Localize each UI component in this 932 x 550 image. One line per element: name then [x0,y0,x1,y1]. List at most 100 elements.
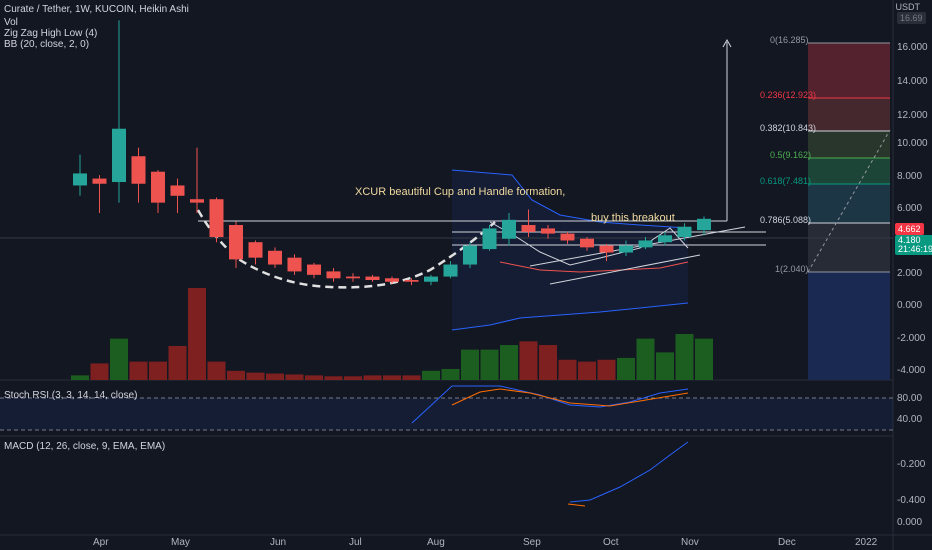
candle-body [287,257,302,272]
candle-body [346,276,360,279]
volume-bar [636,338,655,380]
current-price-tag: 4.180 21:46:19 [895,235,932,255]
candle-body [131,156,146,184]
candle-body [560,233,575,241]
legend-bb[interactable]: BB (20, close, 2, 0) [4,39,90,50]
volume-bar [324,376,343,380]
volume-bar [597,359,616,380]
macd-tick: -0.400 [897,495,926,506]
zigzag-line [489,221,689,266]
volume-bar [344,376,362,380]
price-tick: 8.000 [897,171,923,182]
candle-body [170,185,185,196]
volume-bar [422,370,440,380]
volume-bar [90,363,109,380]
volume-bar [578,361,596,380]
price-tick: 2.000 [897,268,923,279]
volume-bar [402,375,421,380]
volume-bar [129,361,148,380]
candle-body [424,276,438,282]
price-tick: 12.000 [897,110,928,121]
volume-bar [110,338,128,380]
last-price-tag: 4.662 [895,223,924,235]
candle-body [151,171,165,203]
candle-body [112,128,126,183]
time-tick: Nov [681,537,699,548]
fib-label-0618: 0.618(7.481) [760,176,812,186]
volume-bar [656,352,674,380]
time-tick: Apr [93,537,109,548]
price-tick: 14.000 [897,76,928,87]
cup-curve [196,209,496,289]
legend-vol[interactable]: Vol [4,17,18,28]
price-tick: 10.000 [897,138,928,149]
volume-bar [207,361,226,380]
countdown: 21:46:19 [898,244,932,254]
stoch-title[interactable]: Stoch RSI (3, 3, 14, 14, close) [4,390,138,401]
cup-annotation[interactable]: XCUR beautiful Cup and Handle formation, [355,186,566,198]
fib-label-0: 0(16.285) [770,35,809,45]
time-tick: May [171,537,190,548]
macd-tick: -0.200 [897,459,926,470]
candle-body [677,226,692,238]
candle-body [190,199,204,203]
top-price-tag: 16.69 [897,12,926,24]
candle-body [521,224,536,232]
candle-body [599,245,614,253]
price-tick: 16.000 [897,42,928,53]
candle-body [248,242,263,258]
chart-title: Curate / Tether, 1W, KUCOIN, Heikin Ashi [4,4,189,15]
volume-bar [617,357,635,380]
candle-body [502,219,516,239]
volume-bar [519,341,538,380]
breakout-annotation[interactable]: buy this breakout [591,212,675,224]
volume-bar [539,345,557,380]
candle-body [404,280,419,282]
candle-body [463,245,477,265]
fib-retracement[interactable] [807,42,891,380]
volume-bar [168,345,187,380]
candle-body [385,278,399,282]
volume-bar [480,349,499,380]
volume-bar [441,368,460,380]
stoch-k-line [411,385,689,424]
time-tick: Jul [349,537,362,548]
candle-body [482,228,497,250]
fib-label-05: 0.5(9.162) [770,150,812,160]
volume-bar [383,375,401,380]
volume-bar [246,372,265,380]
candle-body [443,264,458,277]
volume-bar [461,349,479,380]
candle-body [307,264,321,275]
volume-bar [363,375,382,380]
stoch-tick: 80.00 [897,393,923,404]
fib-label-0236: 0.236(12.923) [760,90,817,100]
candle-body [326,271,341,279]
legend-zigzag[interactable]: Zig Zag High Low (4) [4,28,98,39]
candle-body [697,218,711,231]
price-tick: 0.000 [897,300,923,311]
price-tick: -2.000 [897,333,926,344]
volume-bar [285,374,304,380]
volume-bar [227,370,245,380]
stoch-tick: 40.00 [897,414,923,425]
price-tick: -4.000 [897,365,926,376]
time-tick: Oct [603,537,619,548]
volume-bar [188,288,206,380]
candle-body [580,238,594,248]
candle-body [92,178,107,184]
candle-body [638,240,653,248]
macd-title[interactable]: MACD (12, 26, close, 9, EMA, EMA) [4,441,166,452]
price-tick: 6.000 [897,203,923,214]
volume-bar [71,375,89,380]
volume-bar [149,361,167,380]
time-tick: Jun [270,537,287,548]
signal-line [567,503,586,507]
volume-bar [500,345,518,380]
volume-bar [675,334,694,380]
time-tick: Dec [778,537,796,548]
candle-body [365,276,380,281]
macd-line [569,441,689,503]
volume-bars-group [71,288,713,380]
